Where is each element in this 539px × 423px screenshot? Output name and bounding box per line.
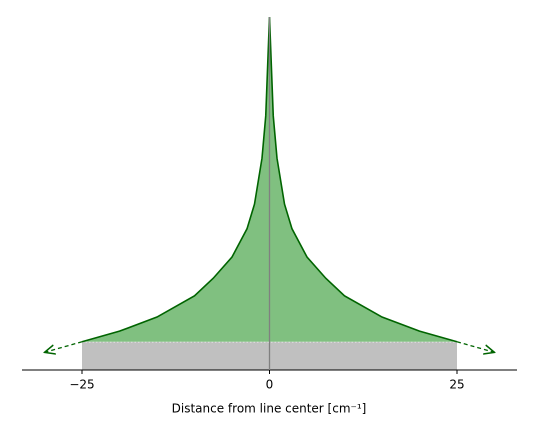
x-tick-label: −25 <box>69 378 94 392</box>
wing-line <box>456 341 495 353</box>
x-axis-label: Distance from line center [cm⁻¹] <box>172 402 367 416</box>
wing-line <box>45 341 83 353</box>
x-tick-label: 25 <box>449 378 464 392</box>
x-tick-label: 0 <box>266 378 274 392</box>
